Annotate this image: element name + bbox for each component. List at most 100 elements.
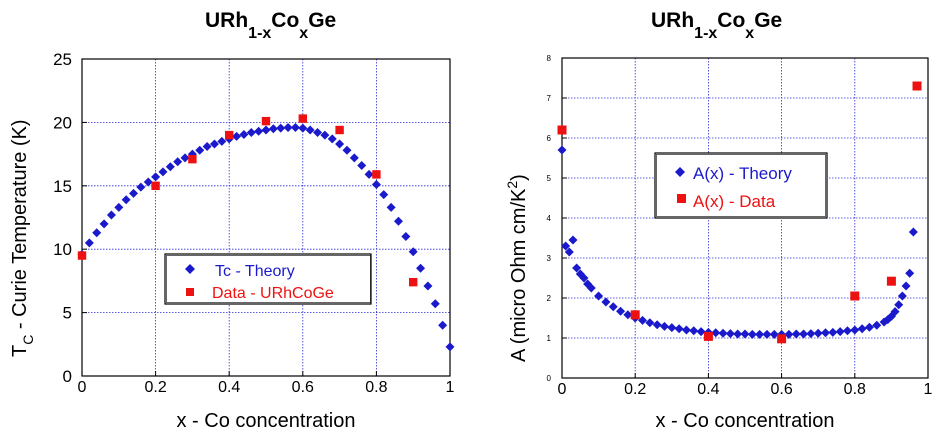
chart-right-theory-point xyxy=(623,310,633,320)
chart-left-theory-point xyxy=(254,126,264,136)
chart-right-x-tick-label: 0.2 xyxy=(624,381,646,398)
chart-right-y-tick-label: 0 xyxy=(547,374,552,383)
chart-right-marks xyxy=(557,81,922,344)
chart-right-theory-point xyxy=(908,227,918,237)
chart-right-theory-point xyxy=(850,325,860,335)
chart-right-theory-point xyxy=(594,291,604,301)
chart-left-data-point xyxy=(261,116,271,126)
chart-right-y-tick-label: 5 xyxy=(547,174,552,183)
chart-left-theory-point xyxy=(327,134,337,144)
chart-left-theory-point xyxy=(305,125,315,135)
chart-left-theory-point xyxy=(320,130,330,140)
chart-right-theory-point xyxy=(857,324,867,334)
chart-left-theory-point xyxy=(357,161,367,171)
chart-left-theory-point xyxy=(261,125,271,135)
chart-left-legend-theory-marker xyxy=(185,264,195,274)
chart-right-theory-point xyxy=(608,302,618,312)
chart-left-theory-point xyxy=(151,172,161,182)
chart-left-theory-point xyxy=(209,139,219,149)
chart-right-theory-point xyxy=(747,329,757,339)
chart-left-theory-point xyxy=(232,131,242,141)
chart-left-x-tick-label: 0.2 xyxy=(144,379,166,396)
chart-left-theory-point xyxy=(84,238,94,248)
chart-right-axis-ticks: 0 0.2 0.4 0.6 0.8 1 0 1 2 3 4 5 6 7 8 xyxy=(547,54,933,398)
chart-left-theory-point xyxy=(202,141,212,151)
chart-right-y-axis-label: A (micro Ohm cm/K2) xyxy=(504,174,530,362)
chart-right-theory-point xyxy=(674,324,684,334)
chart-right-legend-theory-marker xyxy=(675,167,685,177)
chart-left-legend-data-label: Data - URhCoGe xyxy=(212,285,334,302)
chart-right-theory-point xyxy=(652,320,662,330)
chart-left-theory-point xyxy=(246,128,256,138)
chart-right-legend: A(x) - Theory A(x) - Data xyxy=(654,152,828,219)
chart-right-theory-point xyxy=(762,329,772,339)
chart-right-theory-point xyxy=(579,273,589,283)
chart-right-theory-point xyxy=(645,318,655,328)
chart-left-theory-point xyxy=(106,210,116,220)
chart-left-legend-box xyxy=(164,253,372,305)
chart-left-grid xyxy=(82,59,450,376)
chart-right-theory-point xyxy=(689,326,699,336)
chart-left-theory-point xyxy=(121,195,131,205)
chart-left-theory-point xyxy=(129,188,139,198)
chart-right-theory-point xyxy=(894,300,904,310)
chart-right-theory-point xyxy=(725,329,735,339)
chart-left-legend-theory-label: Tc - Theory xyxy=(215,263,295,280)
chart-left-theory-point xyxy=(143,177,153,187)
chart-left-theory-point xyxy=(165,162,175,172)
chart-right-theory-point xyxy=(564,247,574,257)
chart-left-theory-point xyxy=(180,153,190,163)
chart-right-theory-point xyxy=(586,283,596,293)
chart-left-theory-point xyxy=(371,180,381,190)
chart-right-theory-point xyxy=(799,329,809,339)
chart-left-theory-point xyxy=(342,145,352,155)
chart-right-theory-point xyxy=(791,329,801,339)
chart-right-theory-point xyxy=(696,327,706,337)
chart-left-theory-point xyxy=(438,320,448,330)
chart-right-theory-point xyxy=(572,263,582,273)
chart-left-legend-data-marker xyxy=(186,288,194,296)
chart-right-theory-point xyxy=(568,235,578,245)
chart-left-theory-point xyxy=(313,128,323,138)
chart-right-x-tick-label: 0 xyxy=(558,381,567,398)
chart-left-x-tick-label: 0.6 xyxy=(292,379,314,396)
chart-right-theory-point xyxy=(901,281,911,291)
chart-left-y-tick-label: 10 xyxy=(53,240,72,259)
chart-right-data-point xyxy=(703,331,713,341)
chart-left-y-axis-label: TC - Curie Temperature (K) xyxy=(9,119,36,357)
chart-right-theory-point xyxy=(821,328,831,338)
chart-left-marks xyxy=(77,114,455,352)
chart-right-theory-point xyxy=(740,329,750,339)
chart-right-legend-inner-box xyxy=(656,154,826,217)
chart-left-theory-point xyxy=(379,190,389,200)
chart-left-x-tick-label: 0.4 xyxy=(218,379,240,396)
chart-right-theory-point xyxy=(872,320,882,330)
chart-right-theory-point xyxy=(835,327,845,337)
chart-right-theory-point xyxy=(755,329,765,339)
chart-right-theory-point xyxy=(659,321,669,331)
chart-right-theory-point xyxy=(638,315,648,325)
chart-left-data-point xyxy=(298,114,307,123)
chart-right-theory-point xyxy=(681,325,691,335)
chart-right-theory-point xyxy=(718,328,728,338)
chart-right-theory-point xyxy=(897,291,907,301)
chart-left-y-tick-label: 0 xyxy=(63,367,72,386)
chart-right-data-point xyxy=(777,334,787,344)
chart-right-data-point xyxy=(850,291,860,301)
chart-left-theory-point xyxy=(99,219,109,229)
chart-right-theory-point xyxy=(561,241,571,251)
chart-right-theory-point xyxy=(667,323,677,333)
chart-left-x-axis-label: x - Co concentration xyxy=(177,410,356,432)
chart-right-theory-point xyxy=(769,329,779,339)
chart-right-theory-point xyxy=(711,328,721,338)
chart-left-data-point xyxy=(188,154,197,164)
chart-left-theory-point xyxy=(416,263,426,273)
chart-right-legend-data-marker xyxy=(677,194,686,203)
chart-right-theory-point xyxy=(616,306,626,316)
chart-right-y-tick-label: 8 xyxy=(547,54,552,63)
chart-right-legend-box xyxy=(654,152,828,219)
chart-left-theory-point xyxy=(158,167,168,177)
chart-right-theory-point xyxy=(601,297,611,307)
